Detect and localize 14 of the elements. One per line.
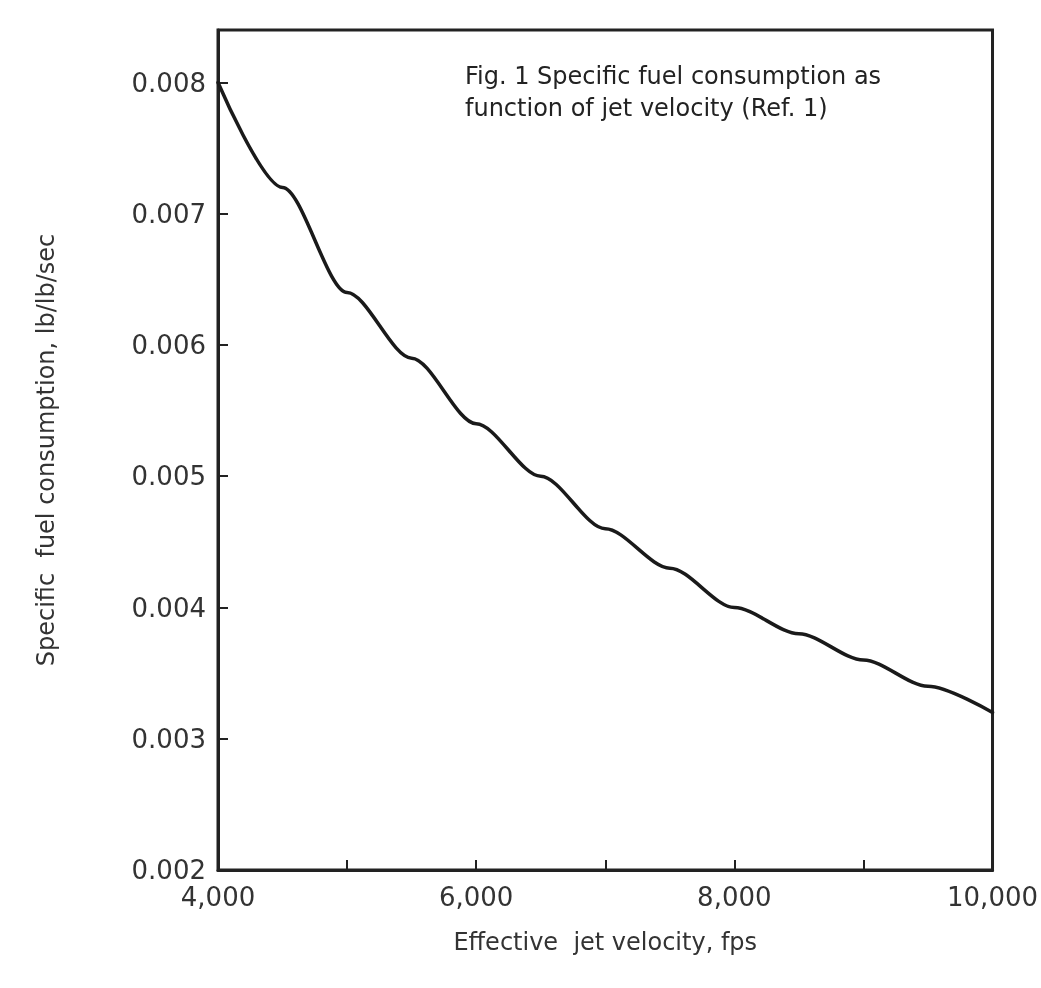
x-tick-label: 8,000 <box>697 882 772 912</box>
y-tick-label: 0.004 <box>131 592 206 623</box>
text: Fig. 1 Specific fuel consumption as function of jet velocity (Ref. 1) <box>465 62 889 122</box>
y-tick-label: 0.005 <box>131 461 206 492</box>
y-tick-label: 0.003 <box>131 723 206 754</box>
y-axis-title: Specific fuel consumption, lb/lb/sec <box>32 233 60 667</box>
x-tick-label: 4,000 <box>180 882 256 912</box>
y-tick-label: 0.002 <box>131 855 206 885</box>
x-axis-title: Effective jet velocity, fps <box>453 928 758 956</box>
y-tick-label: 0.006 <box>131 330 206 360</box>
x-tick-label: 6,000 <box>438 882 514 912</box>
y-tick-label: 0.007 <box>131 198 206 229</box>
y-tick-label: 0.008 <box>131 67 206 98</box>
x-tick-label: 10,000 <box>947 882 1038 912</box>
